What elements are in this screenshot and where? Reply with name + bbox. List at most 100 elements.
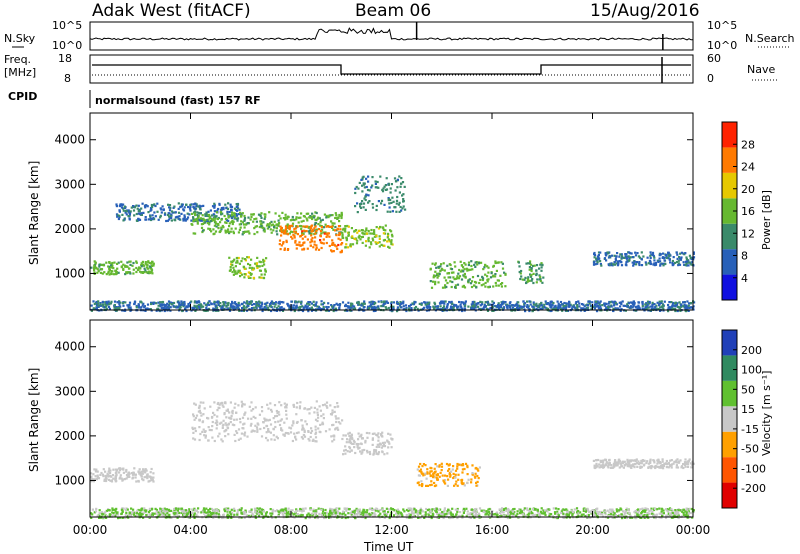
heatmap-cell bbox=[247, 222, 250, 225]
heatmap-cell bbox=[103, 306, 106, 309]
heatmap-cell bbox=[278, 413, 281, 416]
heatmap-cell bbox=[177, 202, 180, 205]
heatmap-cell bbox=[377, 305, 380, 308]
heatmap-cell bbox=[494, 260, 497, 263]
heatmap-cell bbox=[90, 304, 93, 307]
heatmap-cell bbox=[663, 259, 666, 262]
heatmap-cell bbox=[451, 280, 454, 284]
heatmap-cell bbox=[265, 257, 268, 260]
heatmap-cell bbox=[439, 305, 442, 308]
heatmap-cell bbox=[157, 307, 160, 310]
heatmap-cell bbox=[337, 225, 341, 228]
heatmap-cell bbox=[238, 309, 241, 312]
heatmap-cell bbox=[140, 306, 143, 309]
heatmap-cell bbox=[285, 513, 288, 516]
heatmap-cell bbox=[616, 307, 619, 310]
heatmap-cell bbox=[301, 309, 305, 313]
heatmap-cell bbox=[226, 510, 229, 513]
heatmap-cell bbox=[130, 206, 133, 209]
heatmap-cell bbox=[470, 513, 473, 516]
heatmap-cell bbox=[319, 235, 322, 238]
heatmap-cell bbox=[313, 240, 316, 243]
heatmap-cell bbox=[238, 208, 241, 211]
heatmap-cell bbox=[347, 508, 350, 511]
heatmap-cell bbox=[387, 183, 390, 186]
heatmap-cell bbox=[487, 266, 490, 269]
heatmap-cell bbox=[381, 304, 384, 307]
heatmap-cell bbox=[683, 253, 686, 256]
freq-left-tick-bottom: 8 bbox=[64, 72, 71, 85]
heatmap-cell bbox=[636, 252, 639, 255]
heatmap-cell bbox=[293, 236, 296, 239]
heatmap-cell bbox=[470, 481, 473, 484]
heatmap-cell bbox=[228, 269, 231, 272]
heatmap-cell bbox=[369, 452, 372, 456]
heatmap-cell bbox=[138, 270, 142, 273]
heatmap-cell bbox=[553, 305, 556, 308]
heatmap-cell bbox=[459, 270, 462, 273]
heatmap-cell bbox=[250, 300, 253, 303]
heatmap-cell bbox=[239, 437, 242, 440]
heatmap-cell bbox=[354, 451, 357, 455]
heatmap-cell bbox=[92, 480, 95, 483]
heatmap-cell bbox=[354, 187, 357, 190]
heatmap-cell bbox=[419, 507, 422, 510]
heatmap-cell bbox=[442, 262, 445, 265]
heatmap-cell bbox=[535, 307, 538, 310]
heatmap-cell bbox=[325, 511, 328, 514]
heatmap-cell bbox=[234, 272, 237, 275]
heatmap-cell bbox=[144, 269, 147, 272]
heatmap-cell bbox=[658, 304, 661, 307]
heatmap-cell bbox=[326, 225, 329, 228]
heatmap-cell bbox=[245, 514, 248, 517]
heatmap-cell bbox=[294, 300, 297, 303]
heatmap-cell bbox=[151, 513, 154, 517]
heatmap-cell bbox=[596, 260, 599, 263]
heatmap-cell bbox=[615, 508, 618, 511]
heatmap-cell bbox=[264, 302, 267, 306]
heatmap-cell bbox=[229, 401, 232, 404]
heatmap-cell bbox=[301, 248, 304, 251]
heatmap-cell bbox=[274, 421, 277, 424]
heatmap-cell bbox=[461, 309, 464, 313]
heatmap-cell bbox=[353, 446, 356, 449]
heatmap-cell bbox=[501, 267, 505, 270]
heatmap-cell bbox=[207, 227, 210, 230]
heatmap-cell bbox=[265, 424, 269, 428]
heatmap-cell bbox=[372, 239, 375, 242]
heatmap-cell bbox=[433, 302, 437, 306]
heatmap-cell bbox=[389, 187, 392, 190]
heatmap-cell bbox=[399, 205, 402, 209]
heatmap-cell bbox=[135, 204, 138, 207]
heatmap-cell bbox=[668, 301, 671, 304]
heatmap-cell bbox=[612, 307, 615, 310]
heatmap-cell bbox=[122, 309, 125, 312]
heatmap-cell bbox=[433, 481, 436, 485]
heatmap-cell bbox=[331, 306, 334, 310]
heatmap-cell bbox=[646, 306, 649, 309]
heatmap-cell bbox=[243, 273, 246, 276]
heatmap-cell bbox=[294, 231, 298, 234]
heatmap-cell bbox=[324, 430, 328, 433]
heatmap-cell bbox=[160, 304, 164, 307]
heatmap-cell bbox=[192, 217, 195, 220]
heatmap-cell bbox=[328, 516, 331, 519]
heatmap-cell bbox=[450, 306, 453, 309]
heatmap-cell bbox=[584, 508, 587, 511]
heatmap-cell bbox=[310, 230, 313, 233]
heatmap-cell bbox=[372, 452, 375, 455]
heatmap-cell bbox=[452, 516, 455, 519]
heatmap-cell bbox=[364, 511, 367, 514]
heatmap-cell bbox=[383, 441, 386, 444]
heatmap-cell bbox=[658, 257, 661, 260]
heatmap-cell bbox=[227, 202, 230, 205]
heatmap-cell bbox=[322, 413, 325, 416]
heatmap-cell bbox=[169, 214, 172, 217]
heatmap-cell bbox=[217, 406, 220, 409]
heatmap-cell bbox=[329, 404, 332, 407]
heatmap-cell bbox=[400, 182, 403, 185]
heatmap-cell bbox=[191, 426, 194, 429]
heatmap-cell bbox=[527, 278, 530, 281]
heatmap-cell bbox=[346, 224, 349, 228]
heatmap-cell bbox=[677, 509, 680, 512]
